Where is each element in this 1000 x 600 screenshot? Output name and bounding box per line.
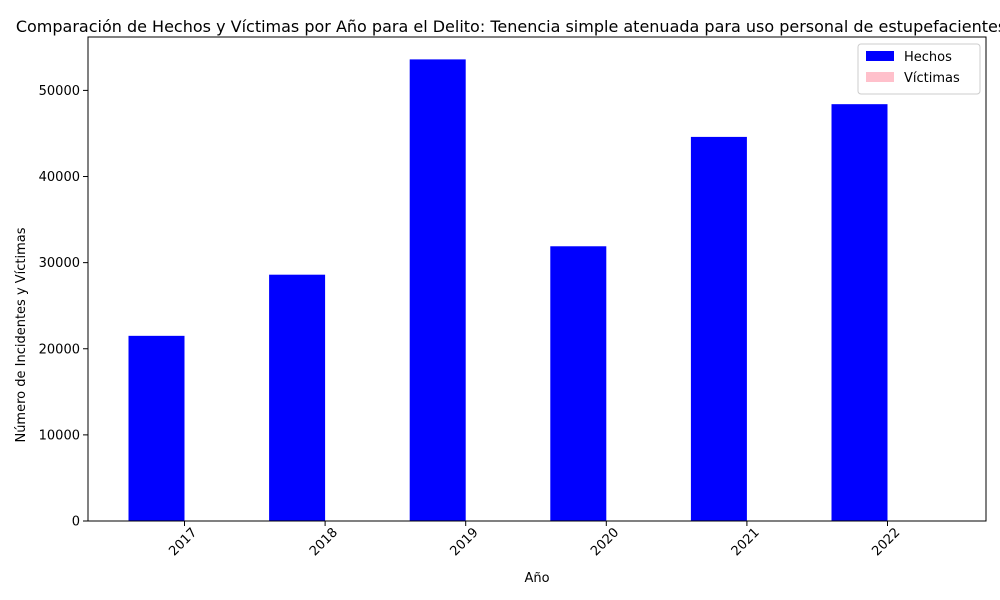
x-tick-label: 2018 [307,525,341,559]
legend-label-2: Víctimas [904,71,960,86]
x-tick-label: 2021 [729,525,763,559]
legend-label-1: Hechos [904,50,952,65]
legend-swatch-1 [866,51,894,61]
x-axis-label: Año [524,571,549,586]
bar-hechos-2020 [550,246,607,521]
bar-hechos-2018 [269,274,326,521]
bar-hechos-2021 [690,136,747,521]
legend: Hechos Víctimas [857,43,981,95]
x-tick-label: 2019 [448,525,482,559]
y-tick-label: 20000 [39,342,80,357]
legend-swatch-2 [866,72,894,82]
y-tick-label: 40000 [39,170,80,185]
y-tick-label: 10000 [39,428,80,443]
bar-hechos-2017 [128,335,185,521]
y-tick-label: 0 [72,515,80,530]
x-tick-label: 2022 [869,525,903,559]
y-tick-label: 30000 [39,256,80,271]
x-tick-label: 2020 [588,525,622,559]
y-tick-label: 50000 [39,84,80,99]
bar-hechos-2022 [831,104,888,521]
y-axis-label: Número de Incidentes y Víctimas [14,227,29,442]
bars-layer [128,59,888,522]
plot-frame [87,36,987,522]
bar-hechos-2019 [409,59,466,522]
chart-title: Comparación de Hechos y Víctimas por Año… [16,17,1000,36]
x-tick-label: 2017 [166,525,200,559]
